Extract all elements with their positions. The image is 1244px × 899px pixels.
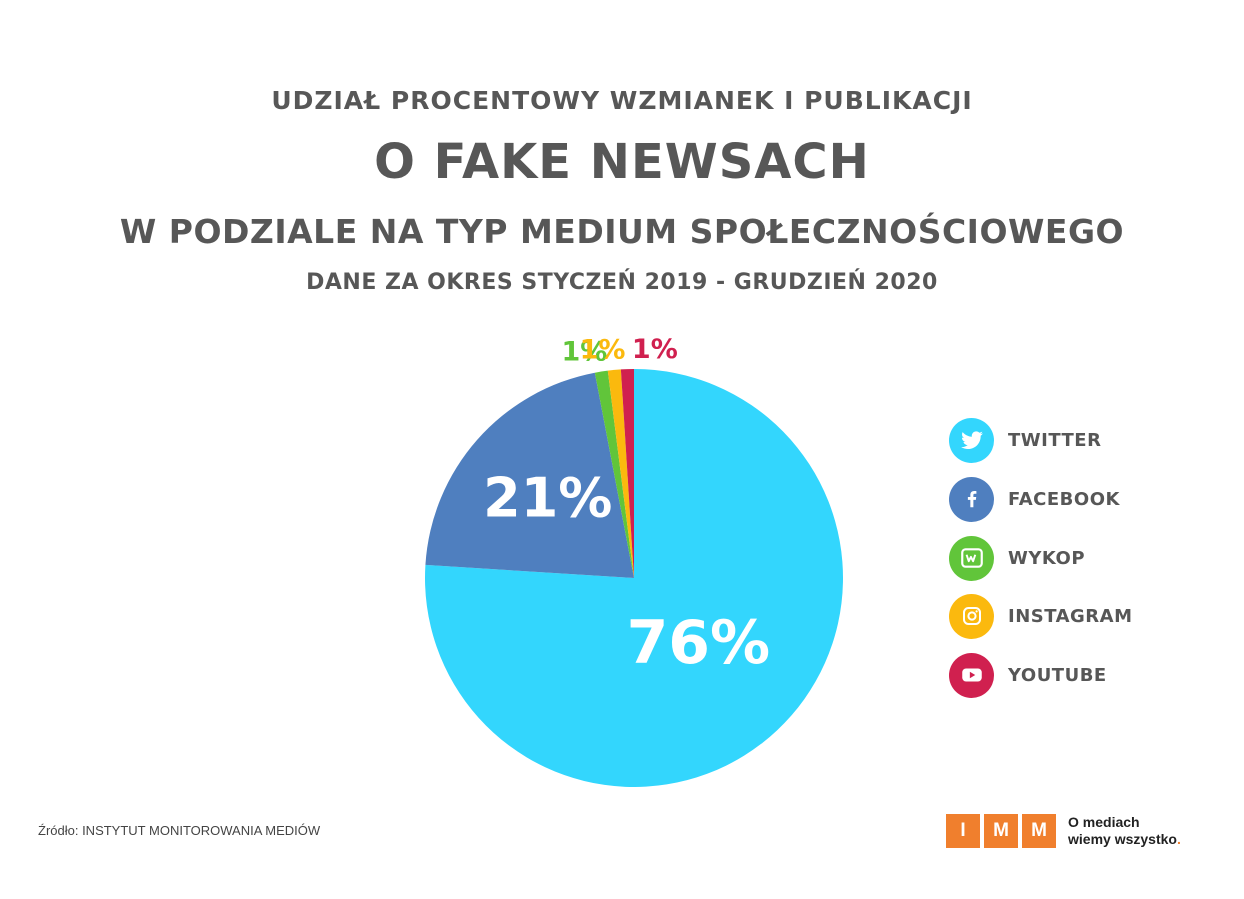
pie-slice-youtube [620, 369, 634, 578]
pie-slice-instagram [607, 369, 634, 578]
legend-label: INSTAGRAM [1008, 605, 1133, 627]
pie-slice-wykop [594, 370, 634, 578]
pie-label-wykop: 1% [561, 336, 607, 367]
legend-label: WYKOP [1008, 547, 1086, 569]
chart-title-line-3: W PODZIALE NA TYP MEDIUM SPOŁECZNOŚCIOWE… [119, 212, 1125, 251]
chart-title-line-2: O FAKE NEWSACH [374, 134, 870, 190]
imm-logo: I M M O mediach wiemy wszystko. [946, 814, 1181, 848]
youtube-play-icon [949, 652, 994, 698]
legend-item-instagram: INSTAGRAM [949, 593, 1133, 639]
pie-label-facebook: 21% [483, 467, 612, 530]
legend-item-youtube: YOUTUBE [949, 652, 1107, 698]
source-note: Źródło: INSTYTUT MONITOROWANIA MEDIÓW [38, 823, 321, 838]
logo-letter: M [984, 814, 1018, 848]
twitter-bird-icon [949, 417, 994, 463]
logo-letter: M [1022, 814, 1056, 848]
pie-label-instagram: 1% [580, 335, 626, 366]
chart-subtitle: DANE ZA OKRES STYCZEŃ 2019 - GRUDZIEŃ 20… [306, 270, 938, 295]
wykop-icon [949, 535, 994, 581]
logo-tagline-dot: . [1176, 831, 1181, 847]
logo-tagline-text: wiemy wszystko [1068, 831, 1177, 847]
logo-tagline: O mediach wiemy wszystko. [1068, 814, 1181, 848]
logo-tagline-line-1: O mediach [1068, 814, 1140, 830]
logo-tagline-line-2: wiemy wszystko. [1068, 831, 1181, 848]
legend-label: FACEBOOK [1008, 488, 1120, 510]
legend-item-facebook: FACEBOOK [949, 476, 1120, 522]
pie-slice-facebook [425, 372, 634, 578]
chart-title-line-1: UDZIAŁ PROCENTOWY WZMIANEK I PUBLIKACJI [271, 86, 973, 115]
pie-label-youtube: 1% [632, 334, 678, 365]
facebook-f-icon [949, 476, 994, 522]
legend-label: YOUTUBE [1008, 664, 1107, 686]
instagram-camera-icon [949, 593, 994, 639]
legend-item-wykop: WYKOP [949, 535, 1085, 581]
legend-label: TWITTER [1008, 429, 1102, 451]
logo-letter: I [946, 814, 980, 848]
pie-label-twitter: 76% [627, 608, 771, 678]
legend-item-twitter: TWITTER [949, 417, 1101, 463]
